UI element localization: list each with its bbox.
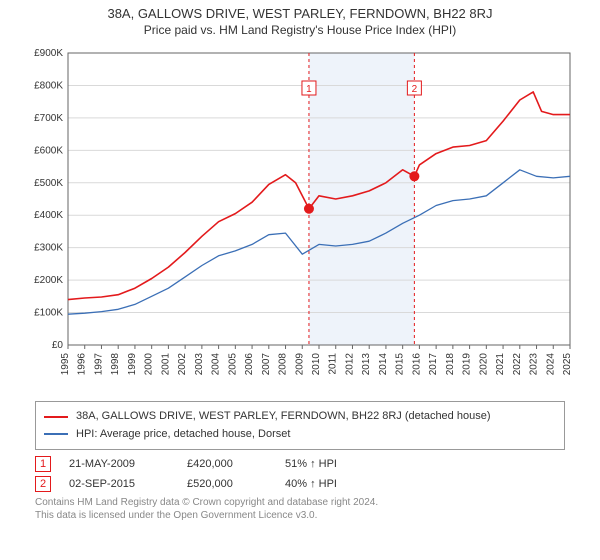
event-date-1: 21-MAY-2009 (69, 458, 169, 470)
svg-text:£500K: £500K (34, 178, 63, 189)
event-price-1: £420,000 (187, 458, 267, 470)
title-line-1: 38A, GALLOWS DRIVE, WEST PARLEY, FERNDOW… (0, 6, 600, 21)
svg-text:£700K: £700K (34, 113, 63, 124)
legend-box: 38A, GALLOWS DRIVE, WEST PARLEY, FERNDOW… (35, 401, 565, 450)
event-row-1: 1 21-MAY-2009 £420,000 51% ↑ HPI (35, 456, 565, 472)
svg-text:2020: 2020 (478, 353, 489, 376)
event-hpi-2: 40% ↑ HPI (285, 478, 365, 490)
price-chart: £0 £100K £200K £300K £400K £500K £600K £700K £80… (20, 45, 580, 395)
svg-text:£600K: £600K (34, 145, 63, 156)
svg-text:2015: 2015 (395, 353, 406, 376)
event-badge-1: 1 (35, 456, 51, 472)
svg-text:2022: 2022 (512, 353, 523, 376)
legend-swatch-hpi (44, 433, 68, 435)
svg-text:2000: 2000 (144, 353, 155, 376)
svg-text:2003: 2003 (194, 353, 205, 376)
svg-text:2014: 2014 (378, 353, 389, 376)
svg-text:2021: 2021 (495, 353, 506, 376)
svg-text:2: 2 (412, 84, 418, 95)
footer-attribution: Contains HM Land Registry data © Crown c… (35, 496, 565, 522)
svg-text:2013: 2013 (361, 353, 372, 376)
svg-text:2006: 2006 (244, 353, 255, 376)
svg-text:2016: 2016 (411, 353, 422, 376)
legend-swatch-property (44, 416, 68, 418)
svg-text:2019: 2019 (462, 353, 473, 376)
chart-svg: £0 £100K £200K £300K £400K £500K £600K £700K £80… (20, 45, 580, 395)
legend-label-hpi: HPI: Average price, detached house, Dors… (76, 426, 290, 444)
legend-label-property: 38A, GALLOWS DRIVE, WEST PARLEY, FERNDOW… (76, 408, 490, 426)
svg-text:£400K: £400K (34, 210, 63, 221)
svg-text:£0: £0 (52, 340, 64, 351)
title-line-2: Price paid vs. HM Land Registry's House … (0, 23, 600, 37)
events-table: 1 21-MAY-2009 £420,000 51% ↑ HPI 2 02-SE… (35, 456, 565, 492)
svg-text:£200K: £200K (34, 275, 63, 286)
svg-text:2008: 2008 (278, 353, 289, 376)
svg-text:2002: 2002 (177, 353, 188, 376)
svg-text:2005: 2005 (227, 353, 238, 376)
svg-text:£300K: £300K (34, 243, 63, 254)
svg-text:2004: 2004 (211, 353, 222, 376)
chart-titles: 38A, GALLOWS DRIVE, WEST PARLEY, FERNDOW… (0, 0, 600, 37)
svg-text:1997: 1997 (93, 353, 104, 376)
svg-text:2017: 2017 (428, 353, 439, 376)
svg-text:1: 1 (306, 84, 312, 95)
event-date-2: 02-SEP-2015 (69, 478, 169, 490)
svg-text:2024: 2024 (545, 353, 556, 376)
svg-text:2009: 2009 (294, 353, 305, 376)
svg-text:2025: 2025 (562, 353, 573, 376)
event-badge-2: 2 (35, 476, 51, 492)
event-row-2: 2 02-SEP-2015 £520,000 40% ↑ HPI (35, 476, 565, 492)
svg-text:2023: 2023 (529, 353, 540, 376)
footer-line-2: This data is licensed under the Open Gov… (35, 509, 565, 522)
svg-text:1998: 1998 (110, 353, 121, 376)
svg-text:1995: 1995 (60, 353, 71, 376)
legend-row-hpi: HPI: Average price, detached house, Dors… (44, 426, 556, 444)
footer-line-1: Contains HM Land Registry data © Crown c… (35, 496, 565, 509)
event-price-2: £520,000 (187, 478, 267, 490)
svg-text:£100K: £100K (34, 308, 63, 319)
svg-text:2012: 2012 (344, 353, 355, 376)
svg-text:£900K: £900K (34, 48, 63, 59)
svg-text:2007: 2007 (261, 353, 272, 376)
svg-text:2001: 2001 (160, 353, 171, 376)
svg-text:£800K: £800K (34, 80, 63, 91)
legend-row-property: 38A, GALLOWS DRIVE, WEST PARLEY, FERNDOW… (44, 408, 556, 426)
svg-text:2011: 2011 (328, 353, 339, 375)
svg-text:1996: 1996 (77, 353, 88, 376)
svg-text:2010: 2010 (311, 353, 322, 376)
event-hpi-1: 51% ↑ HPI (285, 458, 365, 470)
svg-text:2018: 2018 (445, 353, 456, 376)
svg-text:1999: 1999 (127, 353, 138, 376)
